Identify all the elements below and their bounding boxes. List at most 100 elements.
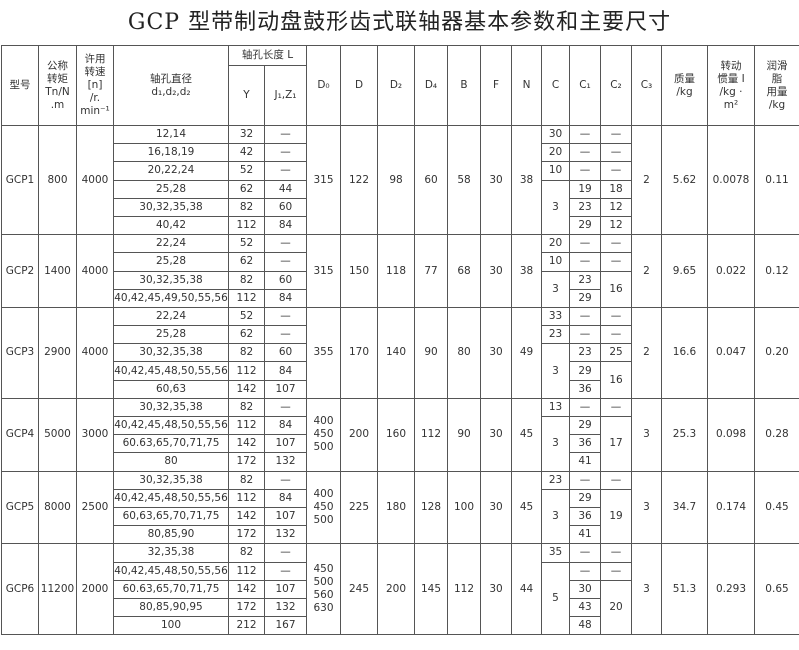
- C1-cell: 48: [569, 616, 601, 636]
- B-cell: 68: [447, 234, 481, 308]
- header-J1Z1: J₁,Z₁: [264, 65, 307, 126]
- length-y-cell: 112: [228, 288, 265, 308]
- table-row: 40,42 112 84 29 12: [2, 215, 799, 236]
- table-row: 30,32,35,38 82 60 3 23 25: [2, 343, 799, 399]
- bore-diameter-cell: 30,32,35,38: [113, 197, 229, 217]
- bore-diameter-cell: 22,24: [113, 234, 229, 254]
- N-cell: 44: [511, 543, 542, 636]
- length-j1z1-cell: 132: [264, 597, 307, 618]
- torque-cell: 800: [38, 124, 77, 236]
- bore-diameter-cell: 60.63,65,70,71,75: [113, 579, 229, 599]
- header-D0: D₀: [306, 45, 341, 126]
- D2-cell: 160: [377, 397, 415, 472]
- bore-diameter-cell: 20,22,24: [113, 161, 229, 181]
- table-row: 60,63 142 107 36: [2, 379, 799, 399]
- B-cell: 112: [447, 543, 481, 636]
- mass-cell: 16.6: [661, 306, 708, 399]
- D2-cell: 98: [377, 124, 415, 236]
- C1-cell: —: [569, 124, 601, 145]
- length-y-cell: 52: [228, 306, 265, 327]
- D0-cell: 400 450 500: [306, 397, 341, 472]
- C-cell: 10: [541, 252, 570, 272]
- C2-cell: —: [600, 124, 632, 145]
- C1-cell: —: [569, 143, 601, 163]
- B-cell: 90: [447, 397, 481, 472]
- C1-cell: 29: [569, 488, 601, 508]
- D4-cell: 77: [414, 234, 448, 308]
- table-row: GCP3 2900 4000 22,24 52—355 170 140 90 80 30 49 33—…: [1, 306, 799, 399]
- length-j1z1-cell: 84: [264, 288, 307, 308]
- inertia-cell: 0.293: [707, 543, 755, 636]
- inertia-cell: 0.047: [707, 306, 755, 399]
- length-y-cell: 142: [228, 579, 265, 599]
- length-j1z1-cell: —: [264, 561, 307, 581]
- C-cell: 5: [541, 561, 570, 636]
- table-row: GCP2 1400 4000 22,24 52—315 150 118 77 68 30 38 20—…: [1, 234, 799, 308]
- header-D: D: [340, 45, 378, 126]
- D-cell: 150: [340, 234, 378, 308]
- header-bore-length: 轴孔长度 L: [228, 45, 307, 66]
- bore-diameter-cell: 40,42,45,48,50,55,56: [113, 415, 229, 436]
- D0-value: 500: [313, 576, 334, 589]
- C3-cell: 2: [631, 306, 662, 399]
- length-y-cell: 112: [228, 361, 265, 381]
- torque-cell: 1400: [38, 234, 77, 308]
- C-cell: 3: [541, 488, 570, 545]
- header-inertia: 转动 惯量 I/kg · m²: [707, 45, 755, 126]
- C-cell: 3: [541, 179, 570, 236]
- C-cell: 10: [541, 161, 570, 181]
- bore-diameter-cell: 60,63,65,70,71,75: [113, 506, 229, 527]
- length-y-cell: 112: [228, 415, 265, 436]
- D-cell: 170: [340, 306, 378, 399]
- speed-cell: 2000: [76, 543, 114, 636]
- bore-diameter-cell: 30,32,35,38: [113, 270, 229, 290]
- D4-cell: 112: [414, 397, 448, 472]
- length-y-cell: 142: [228, 506, 265, 527]
- bore-diameter-cell: 40,42,45,48,50,55,56: [113, 561, 229, 581]
- header-mass: 质量/kg: [661, 45, 708, 126]
- C1-cell: —: [569, 234, 601, 254]
- B-cell: 100: [447, 470, 481, 545]
- C1-cell: 43: [569, 597, 601, 618]
- bore-diameter-cell: 80,85,90: [113, 525, 229, 545]
- table-row: GCP1 800 4000 12,14 32—315 122 98 60 58 30 38 30— —2…: [1, 124, 799, 236]
- C-cell: 3: [541, 270, 570, 308]
- bore-diameter-cell: 25,28: [113, 179, 229, 199]
- torque-cell: 5000: [38, 397, 77, 472]
- table-row: GCP6 11200 2000 32,35,38 82—450 500 560 630 245 2…: [1, 543, 799, 636]
- C1-cell: 29: [569, 215, 601, 236]
- bore-diameter-cell: 25,28: [113, 252, 229, 272]
- length-y-cell: 82: [228, 397, 265, 418]
- F-cell: 30: [480, 470, 512, 545]
- table-row: 25,28 62—10— —: [2, 252, 799, 272]
- table-row: 40,42,45,48,50,55,56 112—5— —: [2, 561, 799, 636]
- model-cell: GCP6: [1, 543, 39, 636]
- C1-cell: 29: [569, 288, 601, 308]
- header-F: F: [480, 45, 512, 126]
- C2-cell: —: [600, 143, 632, 163]
- length-y-cell: 82: [228, 197, 265, 217]
- D-cell: 200: [340, 397, 378, 472]
- length-j1z1-cell: —: [264, 470, 307, 490]
- D-cell: 122: [340, 124, 378, 236]
- bore-diameter-cell: 40,42,45,48,50,55,56: [113, 488, 229, 508]
- length-j1z1-cell: —: [264, 543, 307, 563]
- C2-cell: 25: [600, 343, 632, 363]
- C2-cell: —: [600, 470, 632, 490]
- inertia-cell: 0.022: [707, 234, 755, 308]
- C1-cell: 36: [569, 506, 601, 527]
- length-j1z1-cell: —: [264, 234, 307, 254]
- table-row: 80,85,90 172 132 41: [2, 525, 799, 545]
- D0-value: 355: [313, 346, 334, 359]
- grease-cell: 0.20: [754, 306, 799, 399]
- table-row: 25,28 62—23— —: [2, 325, 799, 345]
- length-j1z1-cell: —: [264, 143, 307, 163]
- C2-cell: —: [600, 161, 632, 181]
- length-y-cell: 142: [228, 434, 265, 454]
- D-cell: 225: [340, 470, 378, 545]
- C1-cell: 23: [569, 270, 601, 290]
- length-j1z1-cell: 84: [264, 361, 307, 381]
- torque-cell: 8000: [38, 470, 77, 545]
- bore-diameter-cell: 30,32,35,38: [113, 343, 229, 363]
- bore-diameter-cell: 80,85,90,95: [113, 597, 229, 618]
